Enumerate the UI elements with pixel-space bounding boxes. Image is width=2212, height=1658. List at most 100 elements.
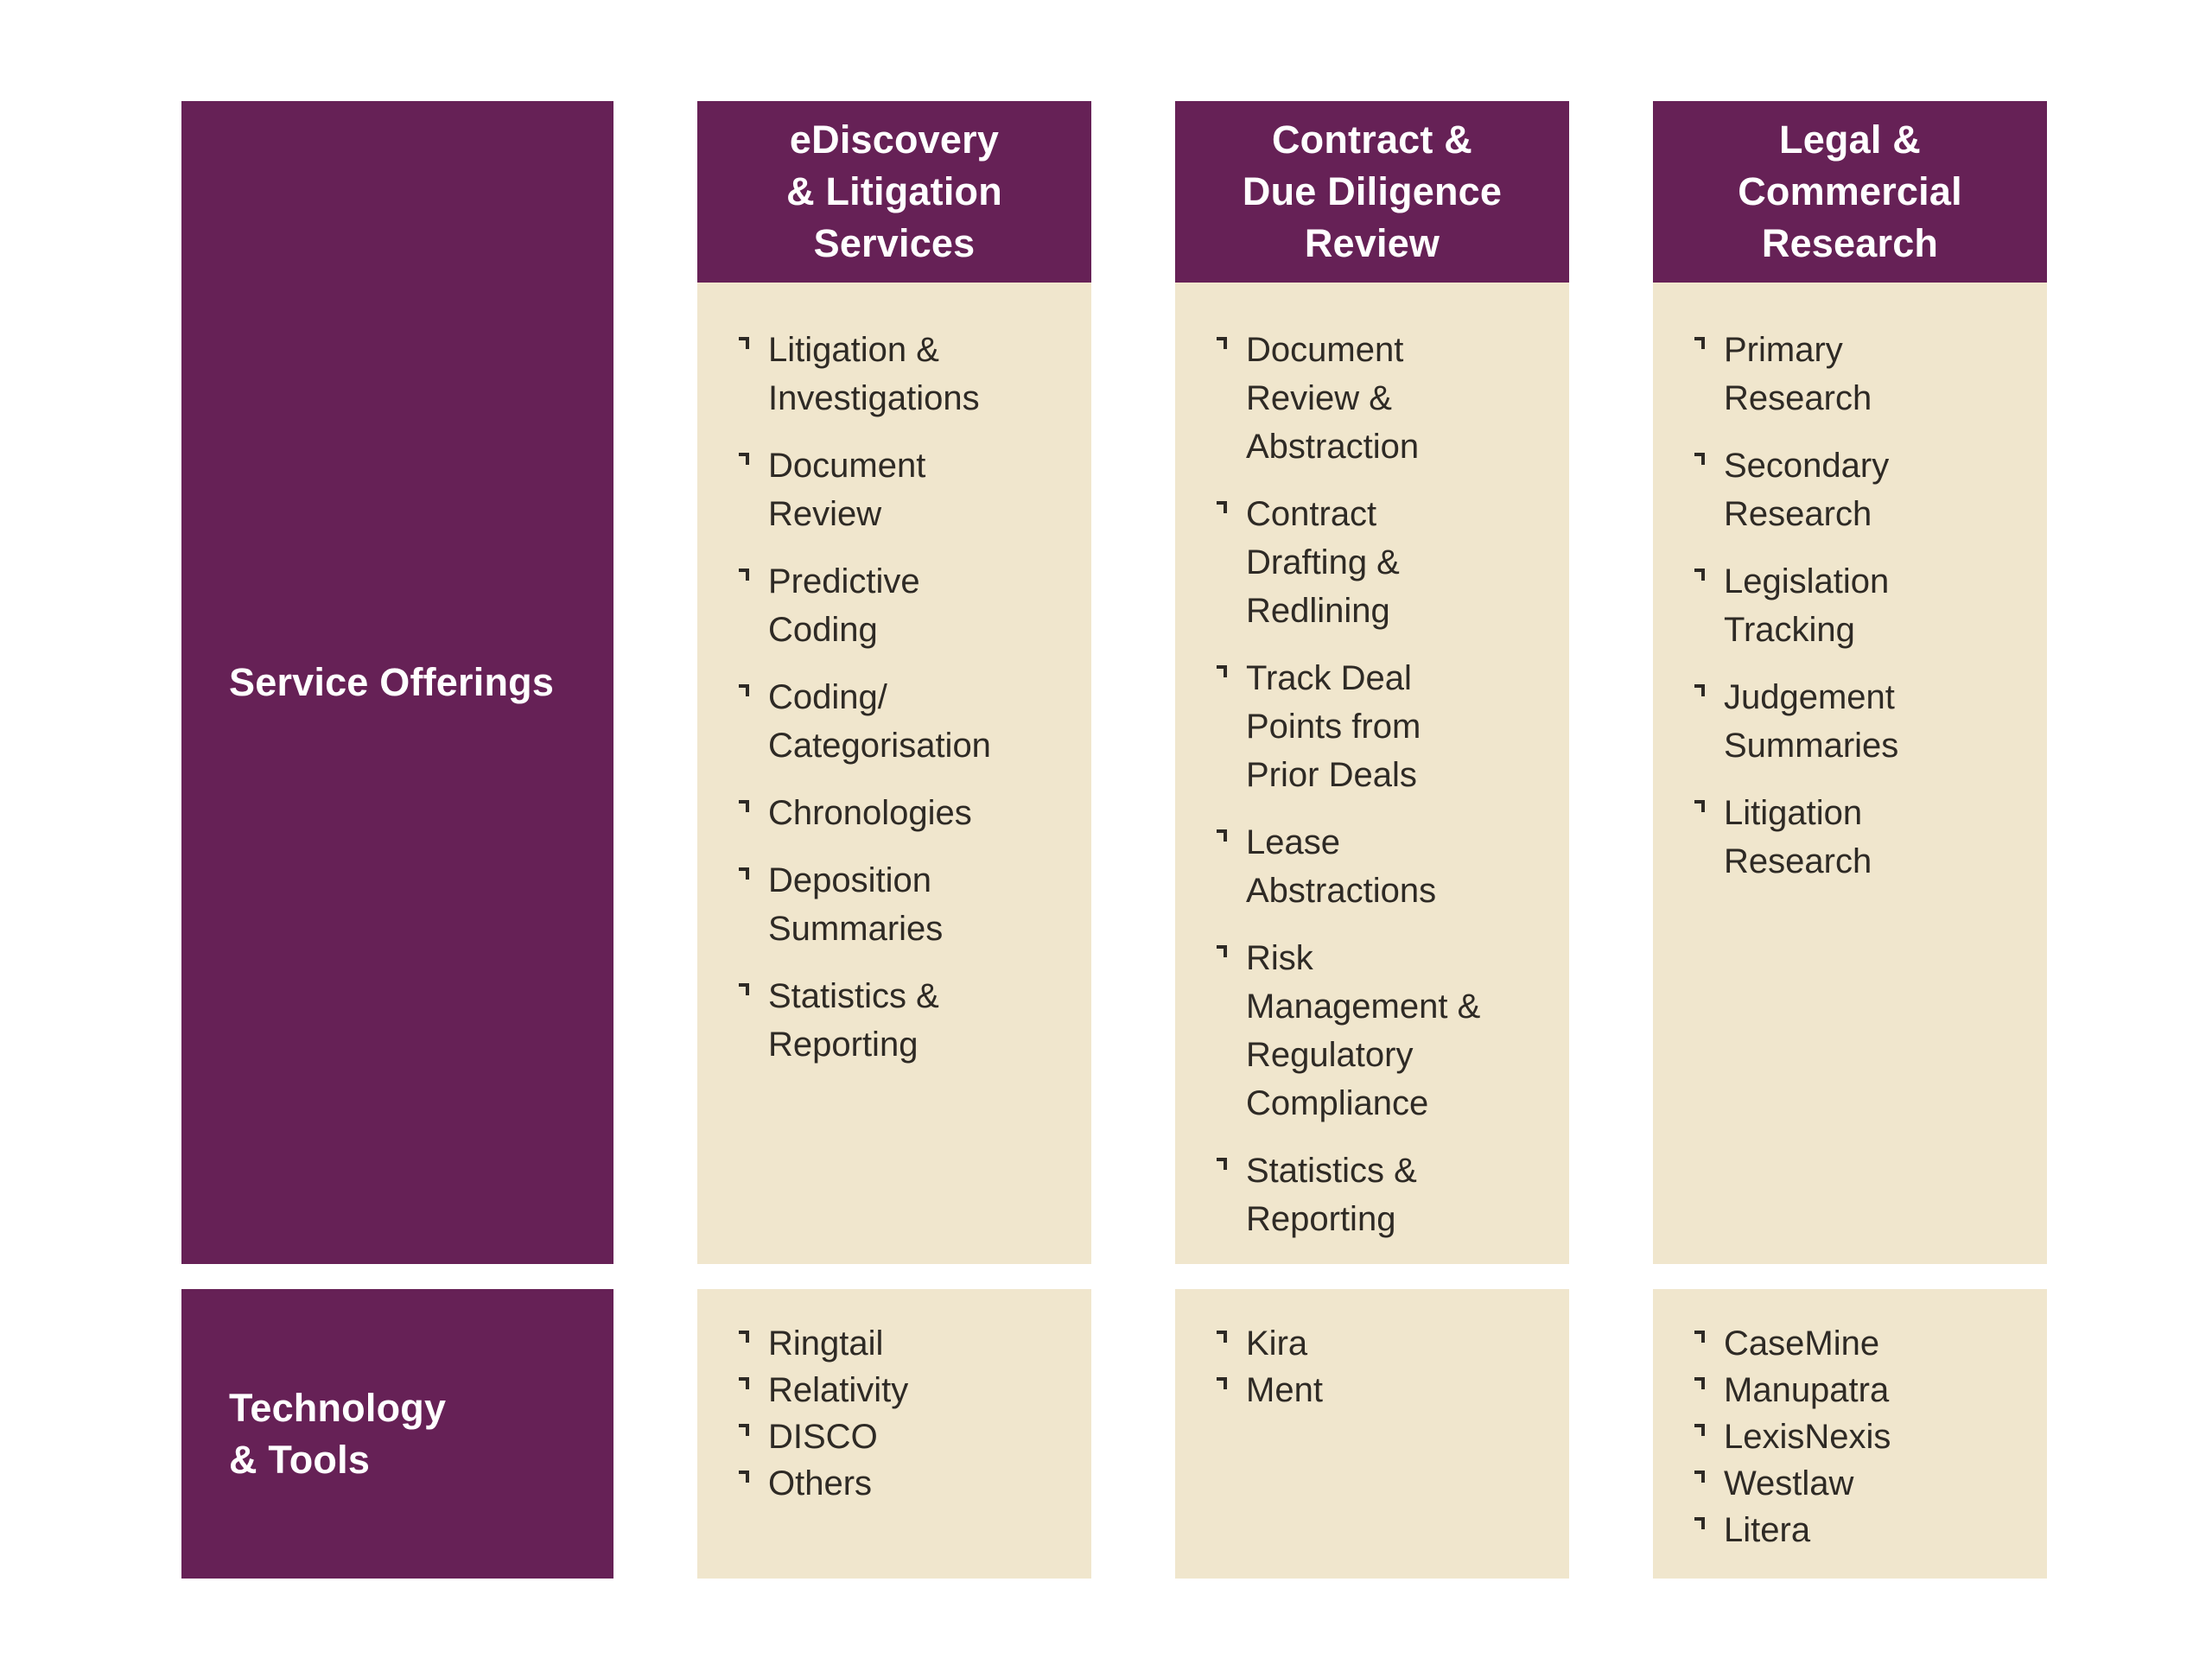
list-item-text: Ringtail	[768, 1324, 884, 1363]
tools-list-contract: Kira Ment	[1217, 1320, 1554, 1413]
bullet-icon	[1694, 1331, 1705, 1343]
list-item-text: Judgement Summaries	[1724, 678, 1899, 765]
bullet-icon	[739, 983, 749, 995]
services-panel-ediscovery: Litigation & Investigations Document Revi…	[697, 283, 1091, 1264]
bullet-icon	[1694, 1471, 1705, 1483]
tools-panel-contract: Kira Ment	[1175, 1289, 1569, 1579]
list-item-text: Track Deal Points from Prior Deals	[1246, 659, 1421, 794]
bullet-icon	[1694, 684, 1705, 696]
bullet-icon	[1217, 665, 1227, 677]
bullet-icon	[1694, 1517, 1705, 1529]
list-item-text: Deposition Summaries	[768, 861, 944, 948]
list-item-text: LexisNexis	[1724, 1418, 1891, 1456]
bullet-icon	[1217, 1158, 1227, 1170]
bullet-icon	[739, 1471, 749, 1483]
list-item-text: Lease Abstractions	[1246, 823, 1437, 910]
column-header-ediscovery-text: eDiscovery & Litigation Services	[786, 118, 1002, 265]
column-header-legal-text: Legal & Commercial Research	[1738, 118, 1962, 265]
list-item-text: Statistics & Reporting	[768, 977, 939, 1064]
bullet-icon	[739, 867, 749, 880]
list-item-text: Risk Management & Regulatory Compliance	[1246, 939, 1481, 1122]
bullet-icon	[739, 1424, 749, 1436]
bullet-icon	[739, 684, 749, 696]
list-item-text: Primary Research	[1724, 331, 1872, 417]
service-offerings-label: Service Offerings	[229, 660, 555, 704]
list-item-text: Others	[768, 1464, 873, 1502]
list-item: Litigation Research	[1694, 789, 2031, 886]
list-item-text: Chronologies	[768, 794, 972, 832]
services-list-contract: Document Review & Abstraction Contract Dr…	[1217, 326, 1554, 1243]
technology-tools-label: Technology & Tools	[229, 1385, 447, 1482]
list-item: CaseMine	[1694, 1320, 2031, 1367]
list-item: Statistics & Reporting	[1217, 1147, 1554, 1243]
services-list-legal: Primary Research Secondary Research Legisl…	[1694, 326, 2031, 886]
bullet-icon	[1217, 337, 1227, 349]
list-item: Statistics & Reporting	[739, 972, 1076, 1069]
list-item: Track Deal Points from Prior Deals	[1217, 654, 1554, 799]
row-label-service-offerings: Service Offerings	[181, 101, 613, 1264]
list-item-text: Manupatra	[1724, 1371, 1890, 1409]
list-item-text: Litera	[1724, 1511, 1811, 1549]
bullet-icon	[739, 1377, 749, 1389]
bullet-icon	[739, 800, 749, 812]
list-item: Contract Drafting & Redlining	[1217, 490, 1554, 635]
bullet-icon	[739, 1331, 749, 1343]
list-item-text: Coding/ Categorisation	[768, 678, 991, 765]
bullet-icon	[1694, 1424, 1705, 1436]
services-panel-legal: Primary Research Secondary Research Legisl…	[1653, 283, 2047, 1264]
list-item-text: Westlaw	[1724, 1464, 1854, 1502]
list-item: Manupatra	[1694, 1367, 2031, 1413]
list-item: Westlaw	[1694, 1460, 2031, 1507]
tools-list-legal: CaseMine Manupatra LexisNexis Westlaw Litera	[1694, 1320, 2031, 1553]
list-item: Kira	[1217, 1320, 1554, 1367]
tools-list-ediscovery: Ringtail Relativity DISCO Others	[739, 1320, 1076, 1507]
bullet-icon	[739, 337, 749, 349]
list-item-text: Legislation Tracking	[1724, 562, 1890, 649]
services-list-ediscovery: Litigation & Investigations Document Revi…	[739, 326, 1076, 1069]
list-item-text: Statistics & Reporting	[1246, 1152, 1417, 1238]
bullet-icon	[1217, 1377, 1227, 1389]
list-item: LexisNexis	[1694, 1413, 2031, 1460]
list-item: Lease Abstractions	[1217, 818, 1554, 915]
tools-panel-ediscovery: Ringtail Relativity DISCO Others	[697, 1289, 1091, 1579]
list-item: Document Review & Abstraction	[1217, 326, 1554, 471]
list-item: DISCO	[739, 1413, 1076, 1460]
list-item: Document Review	[739, 441, 1076, 538]
list-item: Primary Research	[1694, 326, 2031, 422]
list-item-text: Litigation Research	[1724, 794, 1872, 880]
list-item: Coding/ Categorisation	[739, 673, 1076, 770]
list-item: Legislation Tracking	[1694, 557, 2031, 654]
bullet-icon	[1694, 337, 1705, 349]
column-header-contract-text: Contract & Due Diligence Review	[1242, 118, 1503, 265]
tools-panel-legal: CaseMine Manupatra LexisNexis Westlaw Litera	[1653, 1289, 2047, 1579]
list-item: Chronologies	[739, 789, 1076, 837]
list-item: Deposition Summaries	[739, 856, 1076, 953]
list-item-text: Kira	[1246, 1324, 1308, 1363]
list-item: Predictive Coding	[739, 557, 1076, 654]
list-item: Litera	[1694, 1507, 2031, 1553]
list-item: Risk Management & Regulatory Compliance	[1217, 934, 1554, 1128]
list-item-text: Secondary Research	[1724, 447, 1890, 533]
bullet-icon	[1217, 829, 1227, 842]
list-item-text: DISCO	[768, 1418, 878, 1456]
list-item-text: Document Review & Abstraction	[1246, 331, 1420, 466]
list-item-text: Predictive Coding	[768, 562, 920, 649]
list-item: Ringtail	[739, 1320, 1076, 1367]
column-header-ediscovery: eDiscovery & Litigation Services	[697, 101, 1091, 283]
column-header-contract: Contract & Due Diligence Review	[1175, 101, 1569, 283]
list-item-text: Document Review	[768, 447, 926, 533]
list-item-text: Relativity	[768, 1371, 909, 1409]
list-item: Relativity	[739, 1367, 1076, 1413]
list-item: Secondary Research	[1694, 441, 2031, 538]
services-panel-contract: Document Review & Abstraction Contract Dr…	[1175, 283, 1569, 1264]
list-item: Ment	[1217, 1367, 1554, 1413]
bullet-icon	[739, 453, 749, 465]
list-item: Others	[739, 1460, 1076, 1507]
list-item-text: Contract Drafting & Redlining	[1246, 495, 1400, 630]
bullet-icon	[1694, 569, 1705, 581]
list-item: Litigation & Investigations	[739, 326, 1076, 422]
bullet-icon	[1217, 945, 1227, 957]
list-item: Judgement Summaries	[1694, 673, 2031, 770]
bullet-icon	[1694, 1377, 1705, 1389]
